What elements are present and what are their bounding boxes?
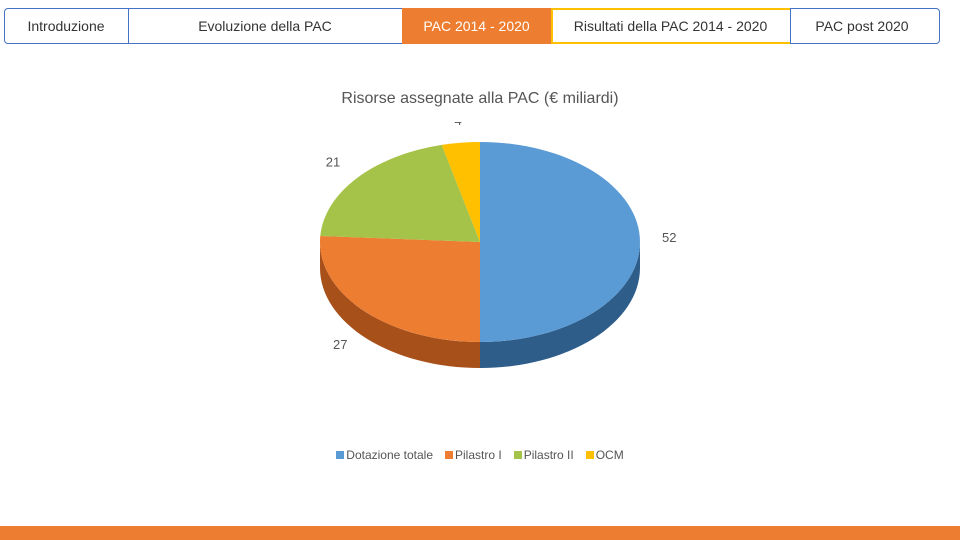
swatch-icon: [445, 451, 453, 459]
legend-item-1: Pilastro I: [445, 448, 502, 462]
nav-tabs: Introduzione Evoluzione della PAC PAC 20…: [0, 0, 960, 52]
data-label: 27: [333, 337, 347, 352]
chart-title: Risorse assegnate alla PAC (€ miliardi): [341, 90, 618, 108]
tab-pac-post-2020[interactable]: PAC post 2020: [790, 8, 940, 44]
swatch-icon: [514, 451, 522, 459]
tab-evoluzione[interactable]: Evoluzione della PAC: [128, 8, 408, 44]
chart-legend: Dotazione totale Pilastro I Pilastro II …: [336, 448, 623, 462]
tab-pac-2014-2020[interactable]: PAC 2014 - 2020: [402, 8, 557, 44]
tab-risultati[interactable]: Risultati della PAC 2014 - 2020: [551, 8, 796, 44]
chart-container: Risorse assegnate alla PAC (€ miliardi) …: [0, 90, 960, 462]
footer-bar: [0, 526, 960, 540]
swatch-icon: [586, 451, 594, 459]
legend-item-2: Pilastro II: [514, 448, 574, 462]
swatch-icon: [336, 451, 344, 459]
pie-svg: 52 27 21 4: [250, 122, 710, 412]
legend-item-3: OCM: [586, 448, 624, 462]
data-label: 21: [326, 154, 340, 169]
legend-item-0: Dotazione totale: [336, 448, 433, 462]
pie-chart: 52 27 21 4: [250, 122, 710, 412]
data-label: 52: [662, 230, 676, 245]
data-label: 4: [454, 122, 461, 128]
tab-introduzione[interactable]: Introduzione: [4, 8, 134, 44]
